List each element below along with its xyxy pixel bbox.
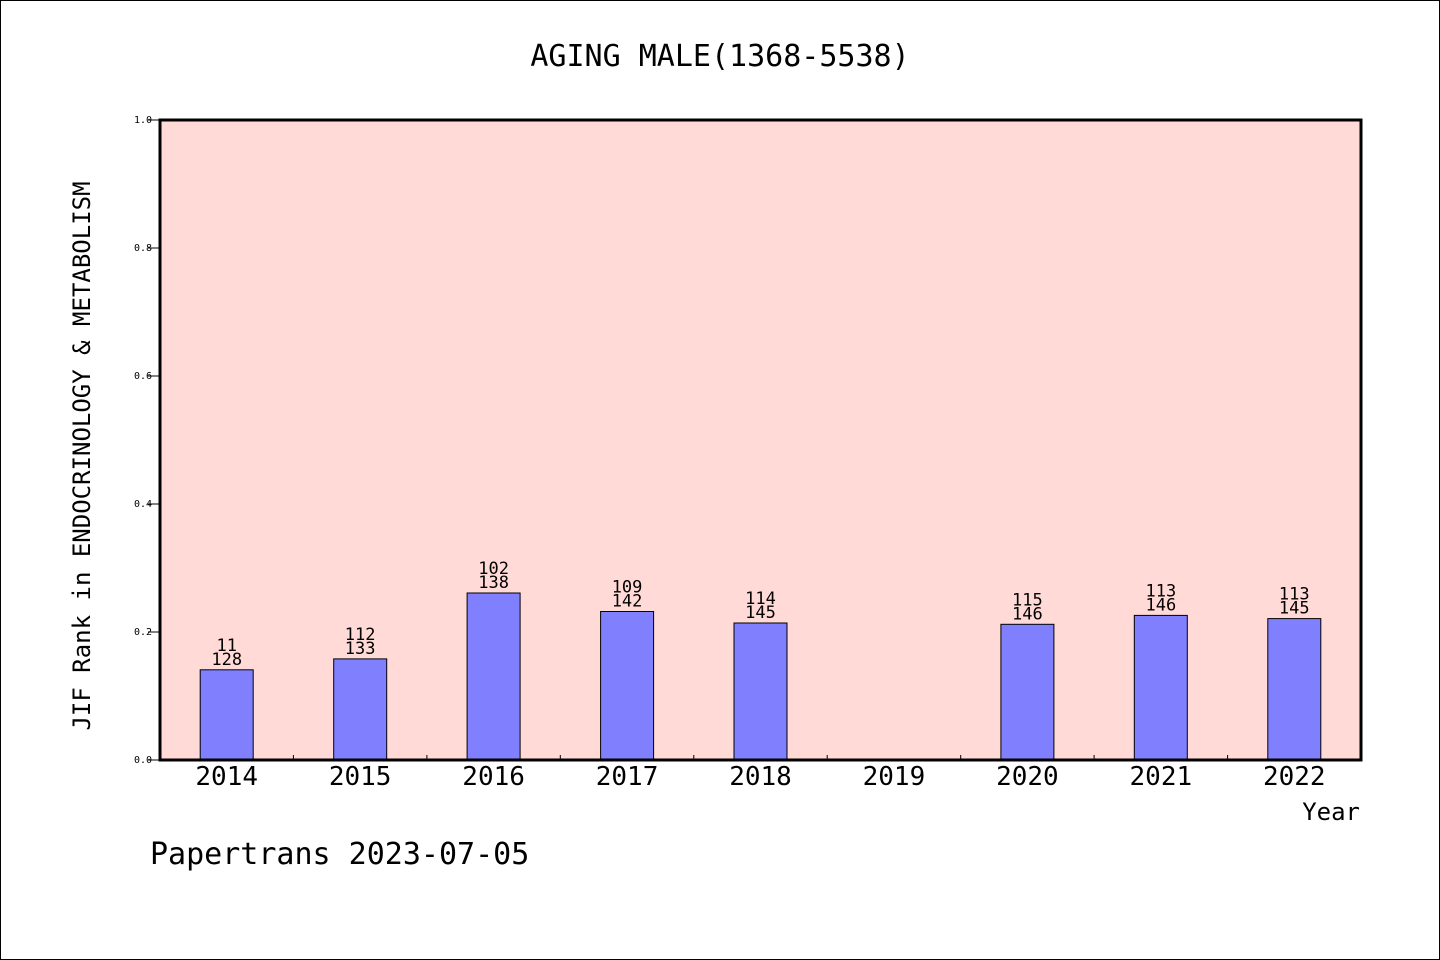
bar-label-bottom-2021: 146 xyxy=(1145,595,1176,615)
bar-label-top-2021: 113 xyxy=(1145,581,1176,601)
bar-2014 xyxy=(199,669,254,761)
x-tick-label-2017: 2017 xyxy=(596,762,659,792)
bar-2016 xyxy=(466,592,521,761)
bar-label-bottom-2017: 142 xyxy=(612,592,643,612)
bar-label-top-2015: 112 xyxy=(345,625,376,645)
bar-label-bottom-2015: 133 xyxy=(345,639,376,659)
x-axis-ticks: 2014 2015 2016 2017 2018 2019 2020 2021 2022 xyxy=(195,755,1326,792)
bar-2017 xyxy=(600,611,655,761)
plot-border xyxy=(158,118,1363,762)
x-tick-label-2014: 2014 xyxy=(195,762,258,792)
x-tick-label-2016: 2016 xyxy=(462,762,525,792)
bar-label-top-2018: 114 xyxy=(745,589,776,609)
bars-group xyxy=(199,592,1322,761)
bar-label-bottom-2016: 138 xyxy=(478,573,509,593)
y-tick-label: 0.2 xyxy=(134,627,152,638)
bar-label-bottom-2014: 128 xyxy=(211,650,242,670)
y-tick-label: 0.0 xyxy=(134,755,152,766)
bar-label-top-2022: 113 xyxy=(1279,585,1310,605)
bar-label-top-2020: 115 xyxy=(1012,590,1043,610)
bar-label-bottom-2018: 145 xyxy=(745,603,776,623)
y-tick-label: 0.6 xyxy=(134,371,152,382)
footer-text: Papertrans 2023-07-05 xyxy=(150,837,529,872)
x-tick-label-2015: 2015 xyxy=(329,762,392,792)
bar-2022 xyxy=(1267,618,1322,761)
bar-2015 xyxy=(333,658,388,761)
bar-label-bottom-2020: 146 xyxy=(1012,604,1043,624)
bar-2020 xyxy=(1000,623,1055,761)
bar-label-top-2014: 11 xyxy=(216,636,236,656)
y-axis-ticks: 0.0 0.2 0.4 0.6 0.8 1.0 xyxy=(134,115,160,766)
bar-label-top-2017: 109 xyxy=(612,578,643,598)
bar-label-top-2016: 102 xyxy=(478,559,509,579)
x-tick-label-2019: 2019 xyxy=(863,762,926,792)
chart-title: AGING MALE(1368-5538) xyxy=(530,39,909,74)
bar-label-bottom-2022: 145 xyxy=(1279,599,1310,619)
bar-2021 xyxy=(1133,614,1188,761)
y-tick-label: 0.4 xyxy=(134,499,152,510)
x-tick-label-2018: 2018 xyxy=(729,762,792,792)
y-tick-label: 1.0 xyxy=(134,115,152,126)
x-tick-label-2022: 2022 xyxy=(1263,762,1326,792)
y-tick-label: 0.8 xyxy=(134,243,152,254)
x-axis-label: Year xyxy=(1302,798,1360,826)
x-tick-label-2020: 2020 xyxy=(996,762,1059,792)
y-axis-label: JIF Rank in ENDOCRINOLOGY & METABOLISM xyxy=(68,181,96,730)
bar-2018 xyxy=(733,622,788,761)
x-tick-label-2021: 2021 xyxy=(1130,762,1193,792)
